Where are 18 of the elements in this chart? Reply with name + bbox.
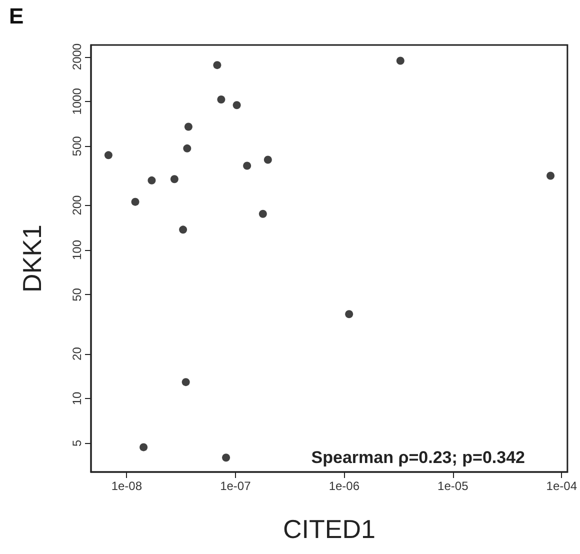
x-tick-label: 1e-04 — [546, 479, 578, 493]
y-tick-label: 5 — [70, 440, 84, 447]
y-tick-label: 20 — [70, 346, 84, 360]
y-tick-label: 100 — [70, 240, 84, 260]
chart-title: E — [9, 4, 24, 28]
y-tick-label: 10 — [70, 392, 84, 406]
x-axis-title: CITED1 — [282, 514, 376, 544]
x-tick-label: 1e-08 — [111, 479, 142, 493]
annotation: Spearman ρ=0.23; p=0.342 — [311, 448, 526, 467]
y-tick-label: 1000 — [70, 88, 84, 115]
x-tick-label: 1e-07 — [220, 479, 252, 493]
y-tick-label: 500 — [70, 136, 84, 156]
x-tick-label: 1e-06 — [328, 479, 360, 493]
y-tick-label: 200 — [70, 194, 84, 216]
x-tick-label: 1e-05 — [438, 479, 469, 493]
y-tick-label: 50 — [70, 288, 84, 302]
y-axis-title: DKK1 — [17, 224, 47, 292]
y-tick-label: 2000 — [70, 43, 84, 70]
